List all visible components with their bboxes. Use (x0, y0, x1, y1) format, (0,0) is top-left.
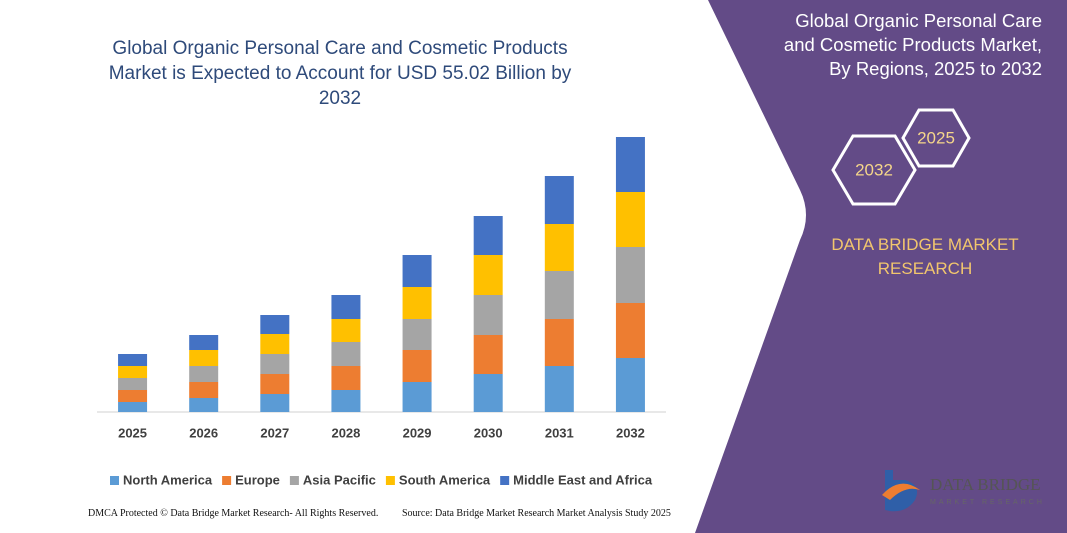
bar-segment (402, 255, 432, 287)
bar-segment (331, 295, 361, 319)
x-tick-label: 2032 (616, 425, 645, 440)
hexagon (831, 134, 917, 206)
bar-segment (473, 295, 503, 335)
bar-segment (473, 216, 503, 255)
logo-name: DATA BRIDGE (930, 475, 1041, 494)
x-tick-label: 2028 (331, 425, 360, 440)
chart-title: Global Organic Personal Care and Cosmeti… (108, 38, 572, 109)
bar-segment (260, 374, 290, 394)
x-tick-label: 2030 (474, 425, 503, 440)
bar-segment (189, 382, 219, 398)
bar-segment (118, 366, 148, 378)
bar-segment (473, 335, 503, 374)
hexagon (901, 108, 971, 168)
bar-segment (331, 366, 361, 390)
bar-segment (189, 398, 219, 412)
bar-segment (615, 192, 645, 247)
bar-segment (402, 382, 432, 412)
legend-swatch (110, 476, 119, 485)
bar-segment (118, 390, 148, 402)
bar-segment (615, 303, 645, 358)
x-tick-label: 2029 (403, 425, 432, 440)
bar-segment (189, 335, 219, 350)
x-tick-label: 2031 (545, 425, 574, 440)
legend-swatch (289, 476, 299, 485)
legend-label: South America (399, 472, 491, 487)
logo-mark (882, 483, 920, 500)
bar-segment (473, 255, 503, 295)
legend-label: Asia Pacific (303, 472, 376, 487)
legend-swatch (222, 476, 232, 485)
x-tick-label: 2027 (260, 425, 289, 440)
legend-label: North America (123, 472, 213, 487)
bar-segment (331, 390, 361, 412)
bar-segment (189, 350, 219, 366)
logo-tagline: MARKET RESEARCH (930, 499, 1045, 506)
logo: DATA BRIDGE MARKET RESEARCH (882, 470, 1045, 512)
x-tick-label: 2026 (189, 425, 218, 440)
legend-swatch (385, 476, 395, 485)
bar-segment (544, 366, 574, 412)
hex-year: 2032 (855, 160, 893, 179)
hex-year: 2025 (917, 128, 955, 147)
bar-segment (331, 342, 361, 366)
bar-segment (544, 271, 574, 319)
x-tick-label: 2025 (118, 425, 147, 440)
footer-right: Source: Data Bridge Market Research Mark… (402, 508, 671, 519)
bar-segment (118, 402, 148, 412)
bar-segment (544, 319, 574, 366)
bar-segment (260, 354, 290, 374)
bar-segment (260, 394, 290, 412)
legend-label: Middle East and Africa (513, 472, 653, 487)
bar-segment (544, 176, 574, 224)
bar-segment (260, 334, 290, 354)
brand: DATA BRIDGE MARKET RESEARCH (831, 235, 1019, 278)
bar-segment (402, 350, 432, 382)
legend-swatch (500, 476, 510, 485)
legend-label: Europe (235, 472, 280, 487)
bar-segment (615, 137, 645, 192)
bar-segment (544, 224, 574, 271)
panel-bg (695, 0, 1067, 533)
bar-segment (615, 358, 645, 412)
bar-segment (118, 378, 148, 390)
bar-segment (189, 366, 219, 382)
bar-segment (260, 315, 290, 334)
bar-segment (118, 354, 148, 366)
bar-segment (402, 287, 432, 319)
bar-segment (331, 319, 361, 342)
bar-segment (402, 319, 432, 350)
bar-segment (473, 374, 503, 412)
footer-left: DMCA Protected © Data Bridge Market Rese… (88, 508, 379, 519)
panel-title: Global Organic Personal Care and Cosmeti… (783, 10, 1042, 79)
bar-segment (615, 247, 645, 303)
